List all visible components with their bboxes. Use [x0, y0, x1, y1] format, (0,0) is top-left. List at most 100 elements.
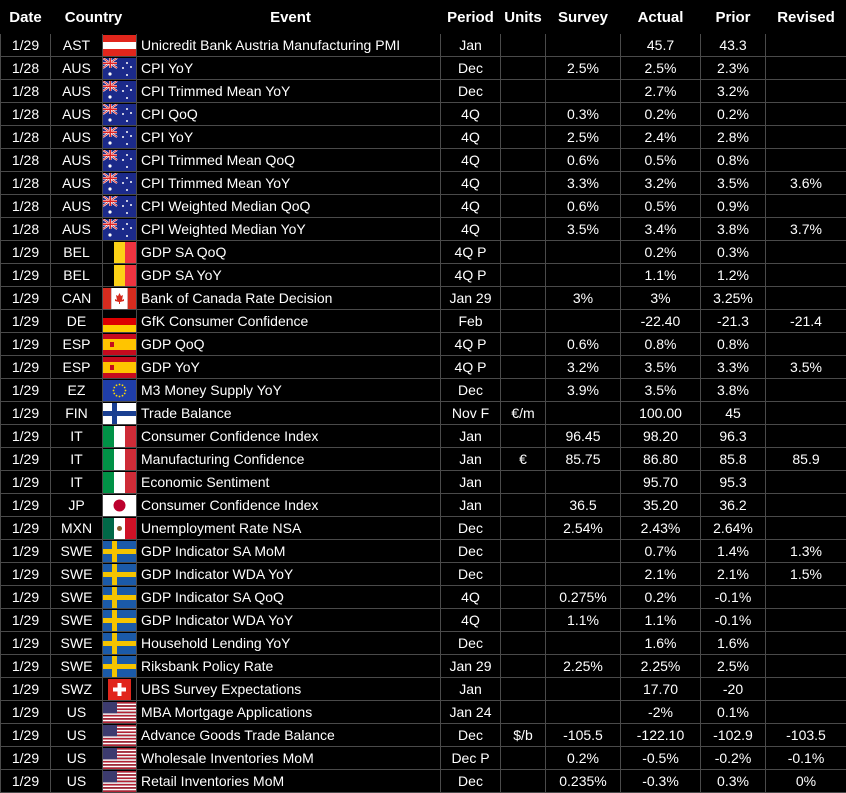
- flag-cell: [103, 678, 137, 701]
- revised-cell: -21.4: [766, 310, 846, 333]
- survey-cell: 3.2%: [546, 356, 621, 379]
- flag-icon: [103, 426, 136, 447]
- survey-cell: 0.275%: [546, 586, 621, 609]
- period-cell: 4Q: [441, 149, 501, 172]
- survey-cell: 0.3%: [546, 103, 621, 126]
- country-cell: DE: [51, 310, 103, 333]
- flag-icon: [103, 58, 136, 79]
- country-cell: AUS: [51, 57, 103, 80]
- country-cell: FIN: [51, 402, 103, 425]
- revised-cell: 1.3%: [766, 540, 846, 563]
- period-cell: Dec: [441, 724, 501, 747]
- date-cell: 1/29: [1, 770, 51, 793]
- period-cell: 4Q: [441, 218, 501, 241]
- revised-cell: [766, 517, 846, 540]
- date-cell: 1/29: [1, 356, 51, 379]
- flag-cell: [103, 724, 137, 747]
- units-cell: [501, 379, 546, 402]
- prior-cell: 1.2%: [701, 264, 766, 287]
- flag-cell: [103, 517, 137, 540]
- date-cell: 1/29: [1, 264, 51, 287]
- event-cell: CPI Weighted Median QoQ: [137, 195, 441, 218]
- flag-cell: [103, 103, 137, 126]
- survey-cell: 2.54%: [546, 517, 621, 540]
- actual-cell: 3.2%: [621, 172, 701, 195]
- prior-cell: 0.2%: [701, 103, 766, 126]
- revised-cell: [766, 655, 846, 678]
- country-cell: EZ: [51, 379, 103, 402]
- actual-cell: 0.2%: [621, 586, 701, 609]
- date-cell: 1/29: [1, 379, 51, 402]
- flag-cell: [103, 379, 137, 402]
- period-cell: Jan 24: [441, 701, 501, 724]
- prior-cell: 0.9%: [701, 195, 766, 218]
- units-cell: [501, 241, 546, 264]
- event-cell: Bank of Canada Rate Decision: [137, 287, 441, 310]
- event-cell: GDP Indicator SA QoQ: [137, 586, 441, 609]
- prior-cell: 0.8%: [701, 149, 766, 172]
- survey-cell: 1.1%: [546, 609, 621, 632]
- actual-cell: 3%: [621, 287, 701, 310]
- event-cell: GDP Indicator WDA YoY: [137, 609, 441, 632]
- actual-cell: 3.4%: [621, 218, 701, 241]
- period-cell: 4Q: [441, 609, 501, 632]
- period-cell: 4Q P: [441, 264, 501, 287]
- column-header: Units: [501, 1, 546, 34]
- flag-icon: [103, 725, 136, 746]
- survey-cell: [546, 34, 621, 57]
- survey-cell: 85.75: [546, 448, 621, 471]
- country-cell: US: [51, 747, 103, 770]
- country-cell: ESP: [51, 356, 103, 379]
- survey-cell: [546, 701, 621, 724]
- survey-cell: [546, 310, 621, 333]
- flag-icon: [103, 771, 136, 792]
- actual-cell: 2.43%: [621, 517, 701, 540]
- date-cell: 1/29: [1, 678, 51, 701]
- event-cell: Trade Balance: [137, 402, 441, 425]
- units-cell: [501, 494, 546, 517]
- flag-cell: [103, 218, 137, 241]
- revised-cell: [766, 379, 846, 402]
- prior-cell: 2.3%: [701, 57, 766, 80]
- actual-cell: 0.5%: [621, 149, 701, 172]
- actual-cell: 1.1%: [621, 609, 701, 632]
- country-cell: SWZ: [51, 678, 103, 701]
- flag-icon: [103, 150, 136, 171]
- flag-icon: [103, 748, 136, 769]
- event-cell: Manufacturing Confidence: [137, 448, 441, 471]
- units-cell: [501, 34, 546, 57]
- actual-cell: 35.20: [621, 494, 701, 517]
- flag-icon: [103, 357, 136, 378]
- units-cell: [501, 356, 546, 379]
- column-header: Revised: [766, 1, 846, 34]
- period-cell: Jan: [441, 448, 501, 471]
- period-cell: Dec: [441, 540, 501, 563]
- prior-cell: 2.64%: [701, 517, 766, 540]
- period-cell: 4Q: [441, 195, 501, 218]
- flag-cell: [103, 333, 137, 356]
- survey-cell: 3.3%: [546, 172, 621, 195]
- flag-cell: [103, 172, 137, 195]
- units-cell: [501, 218, 546, 241]
- country-cell: IT: [51, 425, 103, 448]
- flag-cell: [103, 425, 137, 448]
- survey-cell: 3.9%: [546, 379, 621, 402]
- country-cell: CAN: [51, 287, 103, 310]
- revised-cell: [766, 103, 846, 126]
- event-cell: Advance Goods Trade Balance: [137, 724, 441, 747]
- revised-cell: [766, 678, 846, 701]
- flag-icon: [103, 587, 136, 608]
- period-cell: Feb: [441, 310, 501, 333]
- survey-cell: 0.2%: [546, 747, 621, 770]
